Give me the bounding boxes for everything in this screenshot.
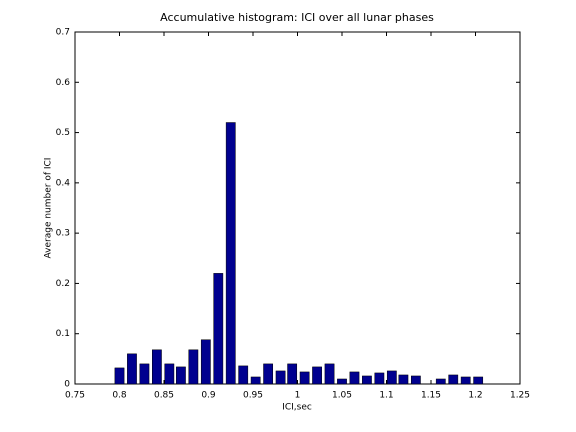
bar [152, 349, 162, 385]
bar [324, 363, 335, 385]
bar [176, 366, 186, 385]
y-tick-label: 0.6 [56, 78, 71, 88]
bar [213, 273, 224, 385]
bar [139, 363, 150, 385]
bar [114, 367, 125, 385]
bar [200, 339, 211, 385]
bar [362, 375, 372, 385]
y-tick-label: 0.1 [56, 329, 70, 339]
bar [386, 370, 397, 385]
bar [410, 375, 421, 385]
chart-title: Accumulative histogram: ICI over all lun… [160, 11, 434, 24]
bar [164, 363, 175, 385]
bar [127, 353, 137, 385]
x-tick-label: 1.1 [379, 391, 393, 401]
x-tick-label: 1.05 [332, 391, 352, 401]
y-tick-label: 0.5 [56, 128, 70, 138]
bar [299, 371, 310, 385]
bar [287, 363, 298, 385]
x-tick-label: 0.8 [112, 391, 127, 401]
y-tick-label: 0.3 [56, 229, 70, 239]
y-axis-label: Average number of ICI [44, 158, 54, 259]
bar [349, 371, 360, 385]
bar [263, 363, 274, 385]
x-tick-label: 0.75 [65, 391, 85, 401]
x-tick-label: 1.25 [510, 391, 530, 401]
y-tick-label: 0.7 [56, 28, 70, 38]
y-tick-label: 0.2 [56, 279, 70, 289]
bar [374, 372, 385, 385]
x-tick-label: 1.15 [421, 391, 441, 401]
bar [435, 378, 446, 385]
y-tick-label: 0.4 [56, 178, 71, 188]
bar [337, 378, 347, 385]
bar [473, 376, 484, 385]
bar [448, 374, 459, 385]
bar [398, 374, 409, 385]
bar [225, 122, 236, 385]
bar [250, 376, 261, 385]
x-tick-label: 0.85 [154, 391, 174, 401]
plot-frame [74, 31, 521, 385]
x-tick-label: 1 [295, 391, 301, 401]
x-tick-label: 1.2 [468, 391, 482, 401]
x-tick-label: 0.9 [201, 391, 216, 401]
bar [312, 366, 322, 385]
bar [275, 370, 286, 385]
x-tick-label: 0.95 [243, 391, 263, 401]
bar [188, 349, 199, 385]
y-tick-label: 0 [64, 380, 70, 390]
x-axis-label: ICI,sec [282, 403, 312, 413]
bar [460, 376, 471, 385]
bar [238, 365, 249, 385]
